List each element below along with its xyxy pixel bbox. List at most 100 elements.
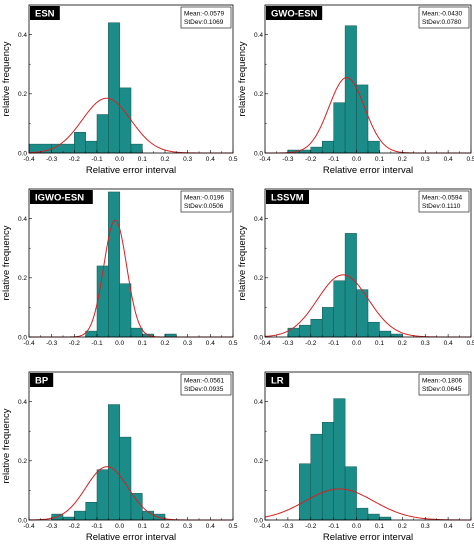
y-tick-label: 0.0 [254, 334, 263, 341]
x-tick-label: 0.1 [375, 523, 384, 530]
histogram-bar [119, 283, 132, 338]
x-axis-label: Relative error interval [86, 165, 176, 176]
y-tick-label: 0.0 [254, 517, 263, 524]
x-tick-label: 0.1 [375, 340, 384, 347]
chart-panel-3: -0.4 -0.3 -0.2 -0.1 0.0 0.1 0.2 0.3 0.4 0.5 0.0 0.2… [1, 188, 238, 347]
mean-label: Mean:-0.1806 [422, 378, 462, 385]
panel-title: LSSVM [271, 193, 304, 204]
histogram-bar [108, 404, 120, 521]
histogram-bar [367, 513, 380, 521]
panel-title: GWO-ESN [271, 9, 318, 20]
histogram-bar [321, 140, 334, 154]
y-tick-label: 0.2 [18, 275, 27, 282]
chart-panel-5: -0.4 -0.3 -0.2 -0.1 0.0 0.1 0.2 0.3 0.4 0.5 0.0 0.2… [1, 371, 238, 543]
x-tick-label: 0.0 [352, 156, 361, 163]
x-tick-label: -0.4 [23, 340, 35, 347]
x-tick-label: -0.1 [328, 156, 340, 163]
x-tick-label: -0.3 [46, 340, 58, 347]
mean-label: Mean:-0.0430 [422, 11, 462, 18]
y-tick-label: 0.4 [254, 32, 263, 39]
x-tick-label: 0.0 [115, 156, 124, 163]
histogram-bar [333, 280, 346, 338]
x-tick-label: 0.2 [398, 156, 407, 163]
histogram-bar [119, 87, 132, 154]
histogram-bar [62, 516, 75, 521]
x-tick-label: -0.2 [69, 523, 81, 530]
histogram-bar [379, 330, 392, 338]
histogram-bar [85, 501, 98, 521]
panel-title: BP [35, 376, 49, 387]
histogram-bar [287, 327, 300, 338]
panel-title-badge [266, 6, 323, 20]
y-tick-label: 0.4 [18, 216, 27, 223]
chart-panel-4: -0.4 -0.3 -0.2 -0.1 0.0 0.1 0.2 0.3 0.4 0.5 0.0 0.2… [237, 188, 474, 347]
x-tick-label: 0.3 [183, 156, 192, 163]
histogram-bar [367, 321, 380, 338]
histogram-bar [310, 318, 323, 338]
histogram-bar [85, 140, 98, 154]
x-tick-label: -0.3 [46, 523, 58, 530]
x-tick-label: 0.4 [444, 156, 453, 163]
panel-title: LR [271, 376, 284, 387]
histogram-bar [96, 114, 109, 154]
x-tick-label: -0.1 [328, 523, 340, 530]
x-tick-label: 0.4 [206, 340, 215, 347]
y-tick-label: 0.4 [254, 399, 263, 406]
y-tick-label: 0.2 [18, 91, 27, 98]
histogram-bar [299, 463, 312, 521]
x-tick-label: -0.3 [282, 523, 294, 530]
histogram-bar [85, 330, 98, 338]
x-tick-label: 0.5 [228, 156, 237, 163]
y-tick-label: 0.2 [254, 275, 263, 282]
x-tick-label: 0.5 [228, 340, 237, 347]
x-tick-label: 0.3 [183, 523, 192, 530]
histogram-bar [379, 516, 392, 521]
y-axis-label: relative frequency [1, 41, 12, 116]
x-tick-label: -0.4 [259, 340, 271, 347]
panel-title-badge [30, 373, 54, 387]
y-tick-label: 0.0 [18, 150, 27, 157]
x-tick-label: -0.2 [305, 340, 317, 347]
y-tick-label: 0.4 [18, 32, 27, 39]
y-tick-label: 0.2 [254, 91, 263, 98]
panel-title-badge [266, 373, 290, 387]
histogram-bar [130, 493, 143, 521]
x-tick-label: 0.0 [352, 523, 361, 530]
x-tick-label: -0.2 [305, 156, 317, 163]
x-tick-label: 0.0 [115, 340, 124, 347]
y-tick-label: 0.0 [18, 517, 27, 524]
histogram-bar [321, 307, 334, 338]
histogram-bar [130, 327, 143, 338]
x-tick-label: -0.4 [23, 523, 35, 530]
x-tick-label: -0.4 [259, 156, 271, 163]
x-tick-label: 0.1 [138, 156, 147, 163]
y-tick-label: 0.2 [254, 458, 263, 465]
histogram-bar [333, 102, 346, 154]
x-axis-label: Relative error interval [86, 532, 176, 543]
histogram-bar [344, 25, 357, 154]
histogram-bar [108, 22, 120, 154]
histogram-bar [390, 333, 403, 338]
x-tick-label: -0.3 [282, 156, 294, 163]
histogram-bar [367, 140, 380, 154]
mean-label: Mean:-0.0594 [422, 195, 462, 202]
x-tick-label: 0.2 [398, 340, 407, 347]
histogram-bar [130, 143, 143, 154]
y-tick-label: 0.2 [18, 458, 27, 465]
histogram-bar [321, 422, 334, 521]
x-tick-label: -0.2 [305, 523, 317, 530]
stats-box [180, 190, 232, 213]
y-tick-label: 0.4 [254, 216, 263, 223]
x-tick-label: 0.2 [398, 523, 407, 530]
x-tick-label: 0.1 [138, 340, 147, 347]
y-tick-label: 0.4 [18, 399, 27, 406]
x-tick-label: 0.3 [421, 156, 430, 163]
histogram-bar [310, 433, 323, 521]
histogram-bar [96, 469, 109, 521]
x-tick-label: 0.2 [160, 156, 169, 163]
chart-panel-6: -0.4 -0.3 -0.2 -0.1 0.0 0.1 0.2 0.3 0.4 0.5 0.0 0.2… [254, 371, 474, 543]
mean-label: Mean:-0.0579 [184, 11, 224, 18]
x-tick-label: -0.4 [259, 523, 271, 530]
histogram-bar [344, 233, 357, 338]
